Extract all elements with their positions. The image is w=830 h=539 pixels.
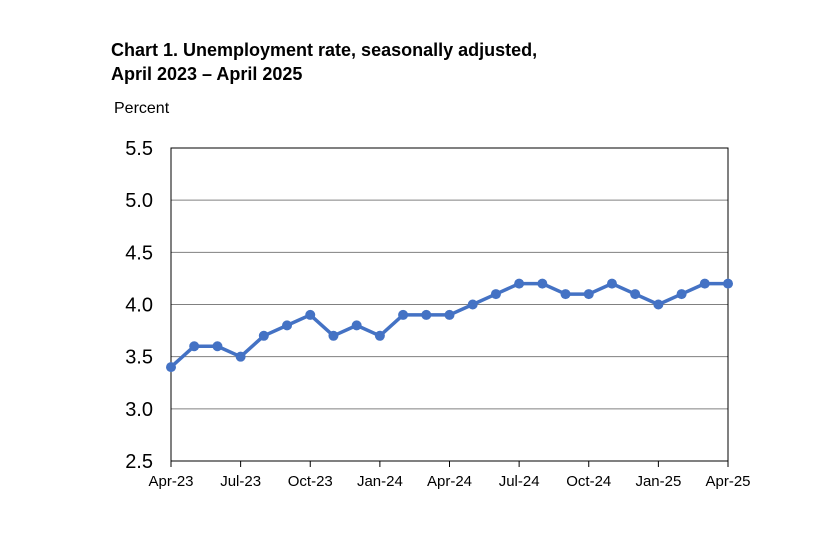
data-point-nov-23 — [328, 330, 339, 341]
data-point-sep-23 — [282, 320, 293, 331]
data-point-jul-24 — [514, 278, 525, 289]
x-tick-label: Jul-24 — [499, 473, 540, 490]
data-point-may-24 — [467, 299, 478, 310]
x-tick-label: Oct-23 — [288, 473, 333, 490]
data-point-oct-24 — [583, 289, 594, 300]
series-layer — [166, 278, 733, 373]
data-point-sep-24 — [560, 289, 571, 300]
x-tick-label: Oct-24 — [566, 473, 611, 490]
chart-title: Chart 1. Unemployment rate, seasonally a… — [111, 38, 537, 86]
data-point-apr-24 — [444, 309, 455, 320]
data-point-mar-24 — [421, 309, 432, 320]
y-tick-label: 4.5 — [125, 242, 153, 264]
data-point-aug-23 — [258, 330, 269, 341]
x-tick-label: Jan-24 — [357, 473, 403, 490]
data-point-may-23 — [189, 341, 200, 352]
y-tick-label: 3.0 — [125, 399, 153, 421]
x-tick-label: Apr-25 — [705, 473, 750, 490]
gridlines — [171, 199, 728, 410]
data-point-apr-25 — [723, 278, 733, 289]
data-point-dec-23 — [351, 320, 362, 331]
data-point-jun-23 — [212, 341, 223, 352]
x-tick-label: Apr-23 — [148, 473, 193, 490]
data-point-jan-24 — [374, 330, 385, 341]
data-point-oct-23 — [305, 309, 316, 320]
y-axis-label: Percent — [114, 100, 170, 117]
y-axis-ticks: 2.5 3.0 3.5 4.0 4.5 5.0 5.5 — [125, 138, 153, 473]
x-tick-label: Apr-24 — [427, 473, 472, 490]
y-tick-label: 4.0 — [125, 295, 153, 317]
data-point-feb-25 — [676, 289, 687, 300]
x-axis-ticks: Apr-23 Jul-23 Oct-23 Jan-24 Apr-24 Jul-24 Oct-… — [148, 461, 751, 490]
data-point-nov-24 — [606, 278, 617, 289]
y-tick-label: 2.5 — [125, 451, 153, 473]
x-tick-label: Jan-25 — [635, 473, 681, 490]
chart-title-line-1: Chart 1. Unemployment rate, seasonally a… — [111, 40, 538, 60]
data-point-mar-25 — [699, 278, 710, 289]
data-point-jun-24 — [490, 289, 501, 300]
plot-area-border — [170, 147, 729, 462]
y-tick-label: 5.5 — [125, 138, 153, 160]
data-point-apr-23 — [166, 362, 176, 373]
chart-subtitle: April 2023 – April 2025 — [111, 64, 303, 84]
data-point-jul-23 — [235, 351, 246, 362]
y-tick-label: 5.0 — [125, 190, 153, 212]
data-point-aug-24 — [537, 278, 548, 289]
data-point-dec-24 — [630, 289, 641, 300]
y-tick-label: 3.5 — [125, 347, 153, 369]
data-point-jan-25 — [653, 299, 664, 310]
x-tick-label: Jul-23 — [220, 473, 261, 490]
data-point-feb-24 — [398, 309, 409, 320]
series-line — [169, 281, 728, 369]
